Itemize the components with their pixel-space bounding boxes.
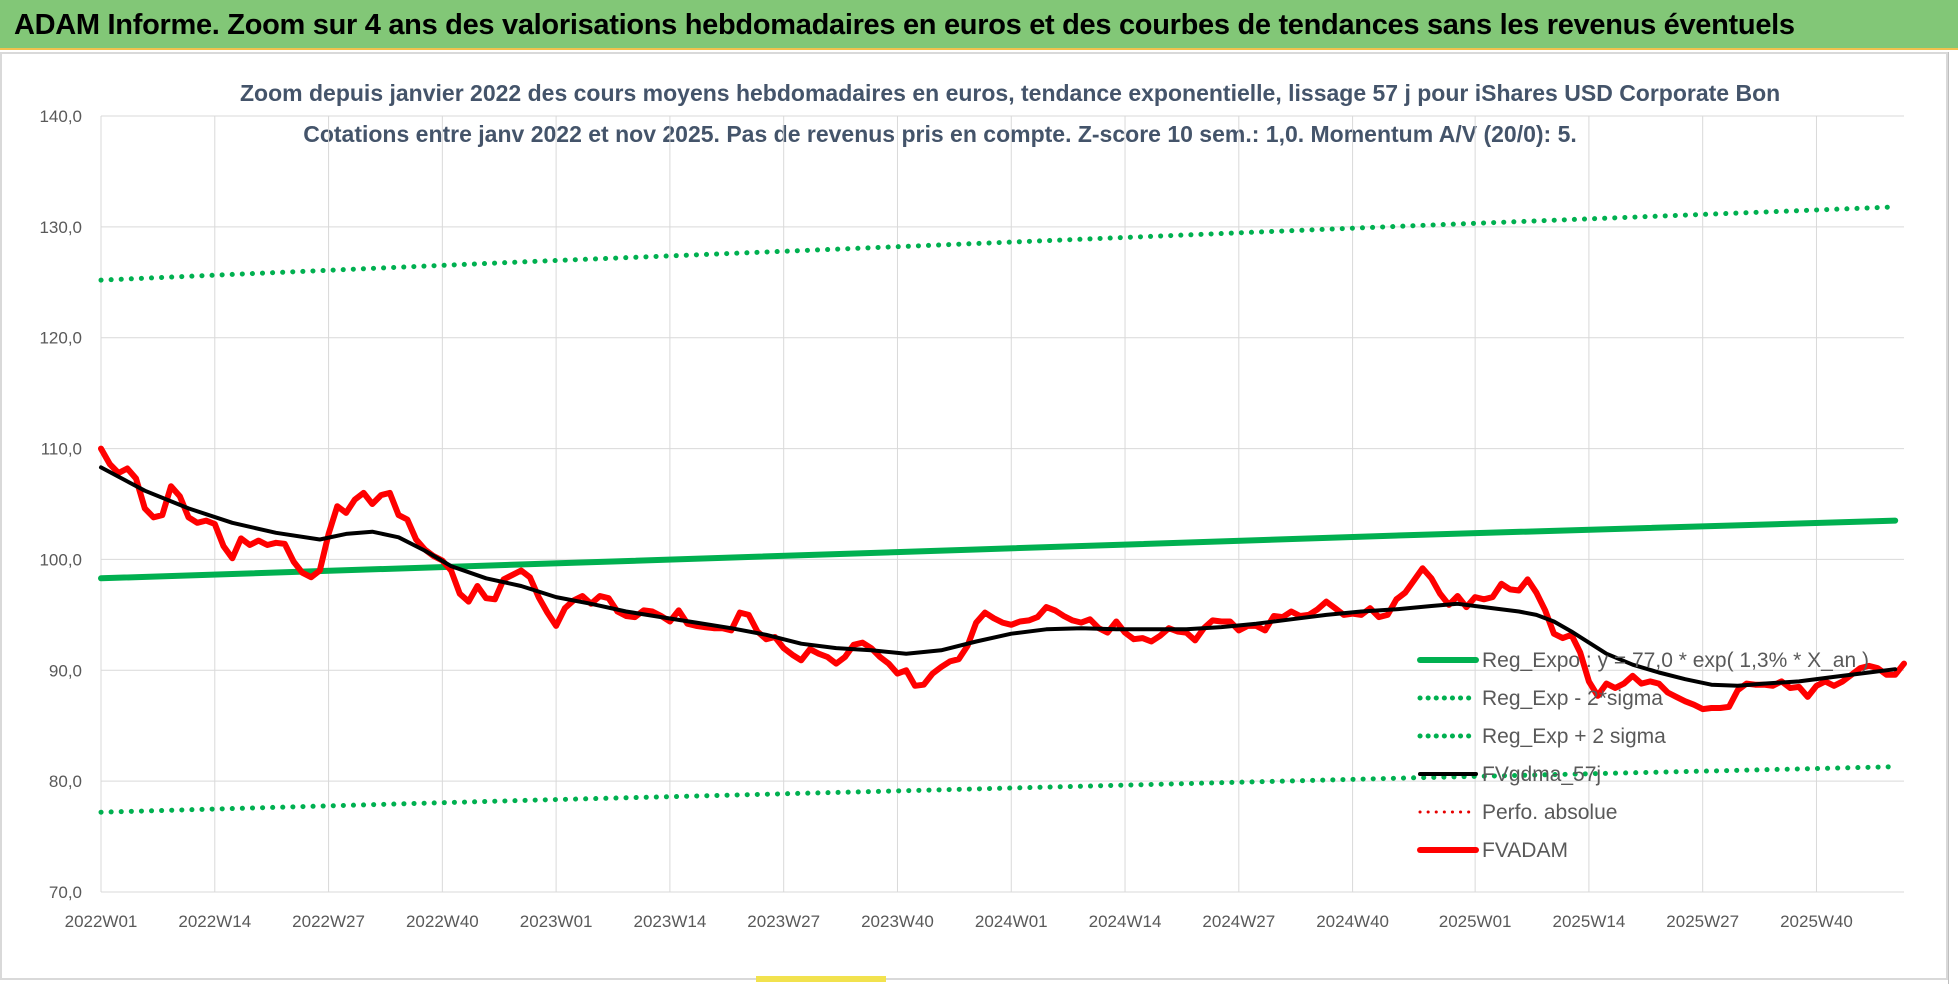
bottom-marker (756, 976, 886, 982)
series-line-fvadam (98, 445, 1907, 713)
x-tick-label: 2022W40 (406, 912, 479, 931)
x-tick-label: 2024W01 (975, 912, 1048, 931)
y-tick-label: 140,0 (39, 107, 82, 126)
legend-label-fvadam: FVADAM (1482, 839, 1568, 862)
x-tick-label: 2025W27 (1666, 912, 1739, 931)
legend-label-perfo-absolue: Perfo. absolue (1482, 801, 1617, 824)
x-tick-label: 2023W14 (634, 912, 707, 931)
window-edge (1948, 52, 1958, 984)
series-line-fvgdma-57j (99, 465, 1898, 688)
y-tick-label: 100,0 (39, 550, 82, 569)
chart-title: Zoom depuis janvier 2022 des cours moyen… (240, 80, 1781, 106)
x-tick-label: 2024W40 (1316, 912, 1389, 931)
legend-label-fvgdma-57j: FVgdma_57j (1482, 763, 1601, 786)
legend-label-reg-exp-2-sigma: Reg_Exp + 2 sigma (1482, 725, 1666, 748)
x-tick-label: 2023W27 (747, 912, 820, 931)
x-tick-label: 2022W14 (178, 912, 251, 931)
series-line-reg-exp-2-sigma (98, 204, 1898, 283)
chart-subtitle: Cotations entre janv 2022 et nov 2025. P… (303, 121, 1577, 147)
x-tick-label: 2022W27 (292, 912, 365, 931)
y-tick-label: 110,0 (41, 440, 82, 459)
chart-frame (0, 52, 1948, 980)
legend-label-reg-expo-y-77-0-exp-1-3-x-an: Reg_Expo : y = 77,0 * exp( 1,3% * X_an ) (1482, 649, 1869, 672)
report-title: ADAM Informe. Zoom sur 4 ans des valoris… (14, 9, 1795, 41)
x-tick-label: 2025W01 (1439, 912, 1512, 931)
report-banner: ADAM Informe. Zoom sur 4 ans des valoris… (0, 0, 1958, 50)
x-tick-label: 2022W01 (65, 912, 138, 931)
x-tick-label: 2025W40 (1780, 912, 1853, 931)
y-tick-label: 90,0 (49, 661, 82, 680)
x-tick-label: 2023W01 (520, 912, 593, 931)
legend-label-reg-exp-2-sigma: Reg_Exp - 2*sigma (1482, 687, 1663, 710)
x-tick-label: 2024W14 (1089, 912, 1162, 931)
x-tick-label: 2025W14 (1553, 912, 1626, 931)
series-line-reg-expo-y-77-0-exp-1-3-x-an (98, 517, 1899, 582)
y-tick-label: 70,0 (49, 883, 82, 902)
x-tick-label: 2023W40 (861, 912, 934, 931)
series-line-reg-exp-2-sigma (98, 764, 1898, 815)
y-tick-label: 130,0 (39, 218, 82, 237)
x-tick-label: 2024W27 (1202, 912, 1275, 931)
y-tick-label: 80,0 (49, 772, 82, 791)
y-tick-label: 120,0 (39, 329, 82, 348)
